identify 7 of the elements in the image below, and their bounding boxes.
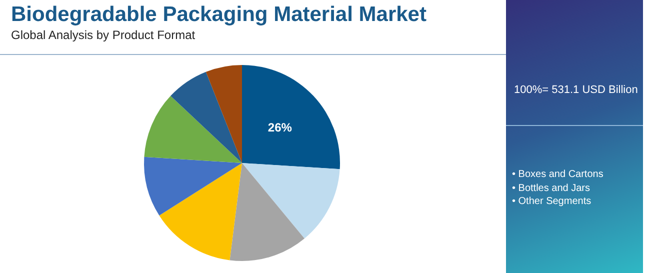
text: • Bottles and Jars bbox=[512, 182, 591, 195]
chart-subtitle: Global Analysis by Product Format bbox=[11, 28, 196, 42]
data-label: 26% bbox=[268, 120, 292, 134]
text: • Boxes and Cartons bbox=[512, 168, 604, 182]
chart-title: Biodegradable Packaging Material Market bbox=[11, 3, 426, 27]
text: • Other Segments bbox=[512, 195, 592, 208]
text: 100%= 531.1 USD Billion bbox=[514, 84, 638, 96]
